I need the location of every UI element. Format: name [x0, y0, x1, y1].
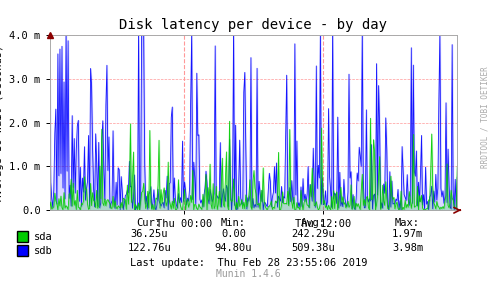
Text: Avg:: Avg:	[301, 218, 326, 228]
Text: Cur:: Cur:	[137, 218, 162, 228]
Text: 36.25u: 36.25u	[130, 229, 168, 239]
Text: Max:: Max:	[395, 218, 420, 228]
Text: 94.80u: 94.80u	[215, 243, 252, 253]
Title: Disk latency per device - by day: Disk latency per device - by day	[119, 18, 388, 32]
Text: Last update:  Thu Feb 28 23:55:06 2019: Last update: Thu Feb 28 23:55:06 2019	[130, 258, 367, 268]
Text: Munin 1.4.6: Munin 1.4.6	[216, 269, 281, 279]
Text: 0.00: 0.00	[221, 229, 246, 239]
Y-axis label: Average IO Wait (seconds): Average IO Wait (seconds)	[0, 44, 4, 201]
Text: 509.38u: 509.38u	[291, 243, 335, 253]
Text: 122.76u: 122.76u	[127, 243, 171, 253]
Text: 242.29u: 242.29u	[291, 229, 335, 239]
Text: Min:: Min:	[221, 218, 246, 228]
Text: sdb: sdb	[34, 246, 53, 256]
Text: RRDTOOL / TOBI OETIKER: RRDTOOL / TOBI OETIKER	[480, 66, 489, 168]
Text: sda: sda	[34, 232, 53, 241]
Text: 1.97m: 1.97m	[392, 229, 423, 239]
Text: 3.98m: 3.98m	[392, 243, 423, 253]
